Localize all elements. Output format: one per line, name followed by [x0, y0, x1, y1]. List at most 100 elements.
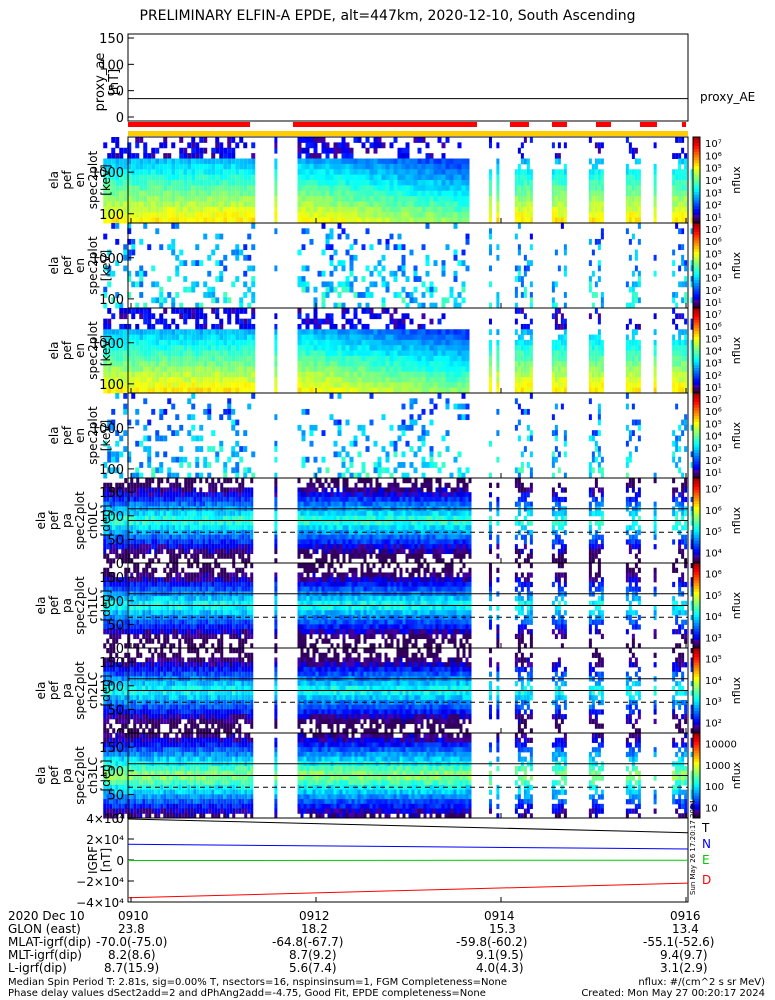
heatmap-cell: [163, 496, 167, 503]
heatmap-cell: [429, 302, 434, 309]
heatmap-cell: [461, 403, 466, 410]
heatmap-cell: [211, 553, 215, 559]
heatmap-cell: [449, 382, 454, 389]
heatmap-cell: [421, 163, 426, 170]
heatmap-cell: [106, 553, 110, 559]
heatmap-cell: [520, 329, 524, 336]
heatmap-cell: [300, 492, 304, 498]
heatmap-cell: [247, 515, 251, 521]
heatmap-cell: [551, 456, 555, 463]
heatmap-cell: [529, 292, 533, 298]
heatmap-cell: [136, 539, 140, 545]
heatmap-cell: [143, 206, 148, 213]
heatmap-cell: [318, 478, 322, 484]
heatmap-cell: [207, 366, 212, 373]
heatmap-cell: [301, 456, 306, 463]
heatmap-cell: [247, 382, 252, 389]
heatmap-cell: [600, 233, 604, 240]
heatmap-cell: [341, 323, 346, 330]
heatmap-cell: [136, 496, 140, 503]
heatmap-cell: [678, 456, 682, 463]
heatmap-cell: [239, 456, 244, 463]
heatmap-cell: [121, 487, 125, 493]
heatmap-cell: [591, 467, 595, 474]
heatmap-cell: [361, 339, 366, 346]
heatmap-cell: [461, 334, 466, 341]
heatmap-cell: [597, 350, 601, 357]
heatmap-cell: [345, 451, 350, 458]
heatmap-cell: [377, 345, 382, 351]
heatmap-cell: [111, 419, 116, 426]
heatmap-cell: [496, 297, 500, 304]
heatmap-cell: [115, 174, 120, 181]
heatmap-cell: [190, 520, 194, 526]
heatmap-cell: [405, 350, 410, 357]
heatmap-cell: [445, 163, 450, 170]
heatmap-cell: [325, 158, 330, 165]
heatmap-cell: [297, 180, 302, 186]
heatmap-cell: [690, 185, 694, 192]
heatmap-cell: [672, 217, 676, 224]
heatmap-cell: [514, 371, 518, 378]
heatmap-cell: [135, 345, 140, 351]
heatmap-cell: [247, 492, 251, 498]
heatmap-cell: [231, 163, 236, 170]
heatmap-cell: [457, 366, 462, 373]
heatmap-cell: [274, 350, 278, 357]
heatmap-cell: [321, 292, 326, 298]
heatmap-cell: [195, 472, 200, 479]
y-tick-label: 150: [99, 32, 124, 47]
heatmap-cell: [377, 270, 382, 277]
heatmap-cell: [143, 153, 148, 159]
heatmap-cell: [488, 169, 492, 176]
heatmap-cell: [235, 174, 240, 181]
heatmap-cell: [488, 371, 492, 378]
heatmap-cell: [634, 281, 638, 288]
heatmap-cell: [243, 174, 248, 181]
heatmap-cell: [345, 350, 350, 357]
heatmap-cell: [337, 147, 342, 154]
heatmap-cell: [591, 371, 595, 378]
heatmap-cell: [405, 201, 410, 208]
heatmap-cell: [184, 544, 188, 550]
heatmap-cell: [449, 472, 454, 479]
heatmap-cell: [628, 435, 632, 442]
colorbar-swatch: [693, 319, 700, 323]
heatmap-cell: [628, 238, 632, 245]
heatmap-cell: [199, 158, 204, 165]
heatmap-cell: [315, 525, 319, 531]
heatmap-cell: [187, 366, 192, 373]
heatmap-cell: [175, 496, 179, 503]
heatmap-cell: [187, 482, 191, 488]
heatmap-cell: [631, 329, 635, 336]
heatmap-cell: [393, 440, 398, 447]
heatmap-cell: [421, 323, 426, 330]
heatmap-cell: [175, 511, 179, 517]
heatmap-cell: [215, 387, 220, 394]
heatmap-cell: [123, 350, 128, 357]
heatmap-cell: [139, 190, 144, 197]
heatmap-cell: [554, 180, 558, 186]
heatmap-cell: [377, 206, 382, 213]
heatmap-cell: [195, 361, 200, 367]
heatmap-cell: [389, 440, 394, 447]
heatmap-cell: [385, 355, 390, 362]
heatmap-cell: [193, 515, 197, 521]
heatmap-cell: [588, 276, 592, 282]
heatmap-cell: [389, 217, 394, 224]
heatmap-cell: [274, 206, 278, 213]
heatmap-cell: [241, 515, 245, 521]
heatmap-cell: [317, 270, 322, 277]
heatmap-cell: [465, 366, 470, 373]
heatmap-cell: [159, 329, 164, 336]
heatmap-cell: [199, 387, 204, 394]
heatmap-cell: [250, 529, 254, 536]
heatmap-cell: [235, 212, 240, 219]
heatmap-cell: [301, 361, 306, 367]
heatmap-cell: [321, 387, 326, 394]
colorbar-swatch: [693, 452, 700, 456]
heatmap-cell: [465, 238, 470, 245]
heatmap-cell: [389, 361, 394, 367]
heatmap-cell: [239, 366, 244, 373]
heatmap-cell: [634, 147, 638, 154]
